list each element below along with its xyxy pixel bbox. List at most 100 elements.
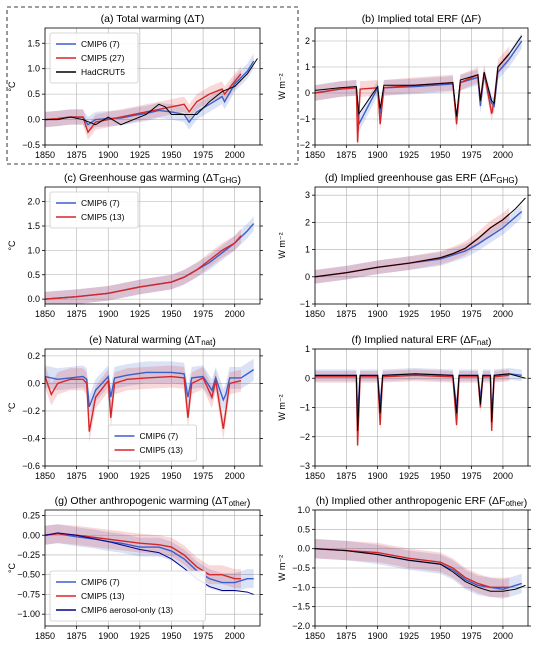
y-axis-label: W m⁻²	[277, 232, 287, 258]
legend-label: CMIP5 (27)	[81, 53, 125, 63]
series-line	[45, 375, 242, 432]
panel-title: (g) Other anthropogenic warming (ΔTother…	[55, 495, 251, 509]
uncertainty-band	[45, 53, 254, 133]
x-tick-label: 1925	[399, 471, 419, 481]
legend: CMIP6 (7) CMIP5 (13) CMIP6 aerosol-only (1…	[49, 570, 207, 622]
legend-label: CMIP6 (7)	[81, 577, 120, 587]
y-tick-label: 0.0	[297, 544, 310, 554]
panel-title: (b) Implied total ERF (ΔF)	[362, 13, 482, 25]
y-tick-label: 0.2	[27, 351, 40, 361]
panel-f: 1850 1875 1900 1925 1950 1975 2000 −3 −2 −1 0 1 (f) …	[277, 334, 531, 481]
series-line	[45, 369, 255, 408]
x-tick-label: 1900	[98, 631, 118, 641]
y-tick-label: 0.0	[27, 378, 40, 388]
x-tick-label: 1850	[35, 631, 55, 641]
legend-label: CMIP5 (13)	[81, 591, 125, 601]
x-tick-label: 1925	[399, 150, 419, 160]
plot-area	[315, 197, 526, 284]
uncertainty-band	[45, 66, 242, 140]
y-tick-label: −1.0	[292, 582, 310, 592]
legend-box	[108, 424, 197, 462]
y-tick-label: 1.0	[297, 505, 310, 515]
plot-area	[45, 53, 258, 140]
x-tick-label: 1975	[462, 150, 482, 160]
axes-frame	[314, 186, 529, 305]
x-tick-label: 2000	[493, 150, 513, 160]
series-line	[315, 548, 526, 592]
uncertainty-band	[45, 524, 242, 589]
x-tick-label: 1850	[305, 631, 325, 641]
uncertainty-band	[315, 204, 522, 284]
panel-title: (e) Natural warming (ΔTnat)	[89, 334, 216, 348]
y-tick-label: 1	[305, 245, 310, 255]
series-line	[45, 532, 254, 584]
x-tick-label: 1850	[305, 150, 325, 160]
x-tick-label: 1875	[67, 150, 87, 160]
plot-area	[315, 368, 526, 452]
y-tick-label: 1.5	[27, 221, 40, 231]
y-tick-label: −0.2	[22, 406, 40, 416]
legend-label: CMIP6 aerosol-only (13)	[81, 605, 173, 615]
x-tick-label: 1925	[130, 631, 150, 641]
panel-title: (a) Total warming (ΔT)	[101, 13, 205, 25]
y-tick-label: 2	[305, 217, 310, 227]
uncertainty-band	[315, 33, 522, 133]
x-tick-label: 2000	[225, 471, 245, 481]
y-tick-label: 2	[305, 36, 310, 46]
panel-title: (c) Greenhouse gas warming (ΔTGHG)	[64, 172, 241, 186]
series-line	[45, 60, 255, 126]
plot-area	[315, 33, 523, 145]
y-tick-label: −1.00	[17, 609, 40, 619]
x-tick-label: 1950	[430, 150, 450, 160]
y-tick-label: 1.5	[27, 38, 40, 48]
x-tick-label: 1925	[399, 631, 419, 641]
y-tick-label: −0.5	[22, 140, 40, 150]
x-tick-label: 2000	[225, 631, 245, 641]
axes-frame	[314, 27, 529, 146]
y-tick-label: 1.0	[27, 64, 40, 74]
legend: CMIP6 (7) CMIP5 (27) HadCRUT5	[49, 32, 139, 84]
x-tick-label: 1900	[368, 471, 388, 481]
x-tick-label: 1875	[336, 150, 356, 160]
y-tick-label: 0.00	[22, 530, 40, 540]
y-tick-label: −2	[300, 432, 310, 442]
x-tick-label: 1950	[161, 150, 181, 160]
y-tick-label: 3	[305, 190, 310, 200]
y-axis-label: W m⁻²	[277, 394, 287, 420]
x-tick-label: 1950	[430, 471, 450, 481]
y-tick-label: 0.5	[27, 270, 40, 280]
panel-g: 1850 1875 1900 1925 1950 1975 2000 −1.00 −0.75 −0…	[7, 495, 263, 641]
series-line	[315, 197, 526, 278]
x-tick-label: 1950	[161, 309, 181, 319]
x-tick-label: 1850	[35, 471, 55, 481]
y-tick-label: −0.50	[17, 570, 40, 580]
legend-label: CMIP6 (7)	[81, 198, 120, 208]
x-tick-label: 2000	[225, 150, 245, 160]
series-line	[45, 58, 258, 126]
legend-label: HadCRUT5	[81, 67, 125, 77]
y-tick-label: 0.0	[27, 294, 40, 304]
x-tick-label: 2000	[493, 471, 513, 481]
x-tick-label: 1850	[305, 471, 325, 481]
y-axis-label: °C	[7, 240, 17, 251]
panel-e: 1850 1875 1900 1925 1950 1975 2000 −0.6 −0.4 −0.2…	[7, 334, 263, 481]
x-tick-label: 1900	[368, 631, 388, 641]
x-tick-label: 1950	[161, 471, 181, 481]
y-tick-label: −0.6	[22, 461, 40, 471]
y-tick-label: −2.0	[292, 621, 310, 631]
x-tick-label: 1900	[98, 309, 118, 319]
y-tick-label: 0	[305, 88, 310, 98]
x-tick-label: 1925	[130, 150, 150, 160]
x-tick-label: 1975	[193, 150, 213, 160]
uncertainty-band	[315, 46, 510, 145]
legend-box	[49, 191, 139, 229]
x-tick-label: 1850	[35, 309, 55, 319]
y-tick-label: 1	[305, 62, 310, 72]
series-line	[45, 532, 254, 595]
legend-box	[49, 570, 207, 622]
series-line	[315, 373, 526, 431]
y-tick-label: 2.0	[27, 197, 40, 207]
x-tick-label: 1975	[462, 309, 482, 319]
y-tick-label: −0.25	[17, 550, 40, 560]
x-tick-label: 1925	[130, 471, 150, 481]
